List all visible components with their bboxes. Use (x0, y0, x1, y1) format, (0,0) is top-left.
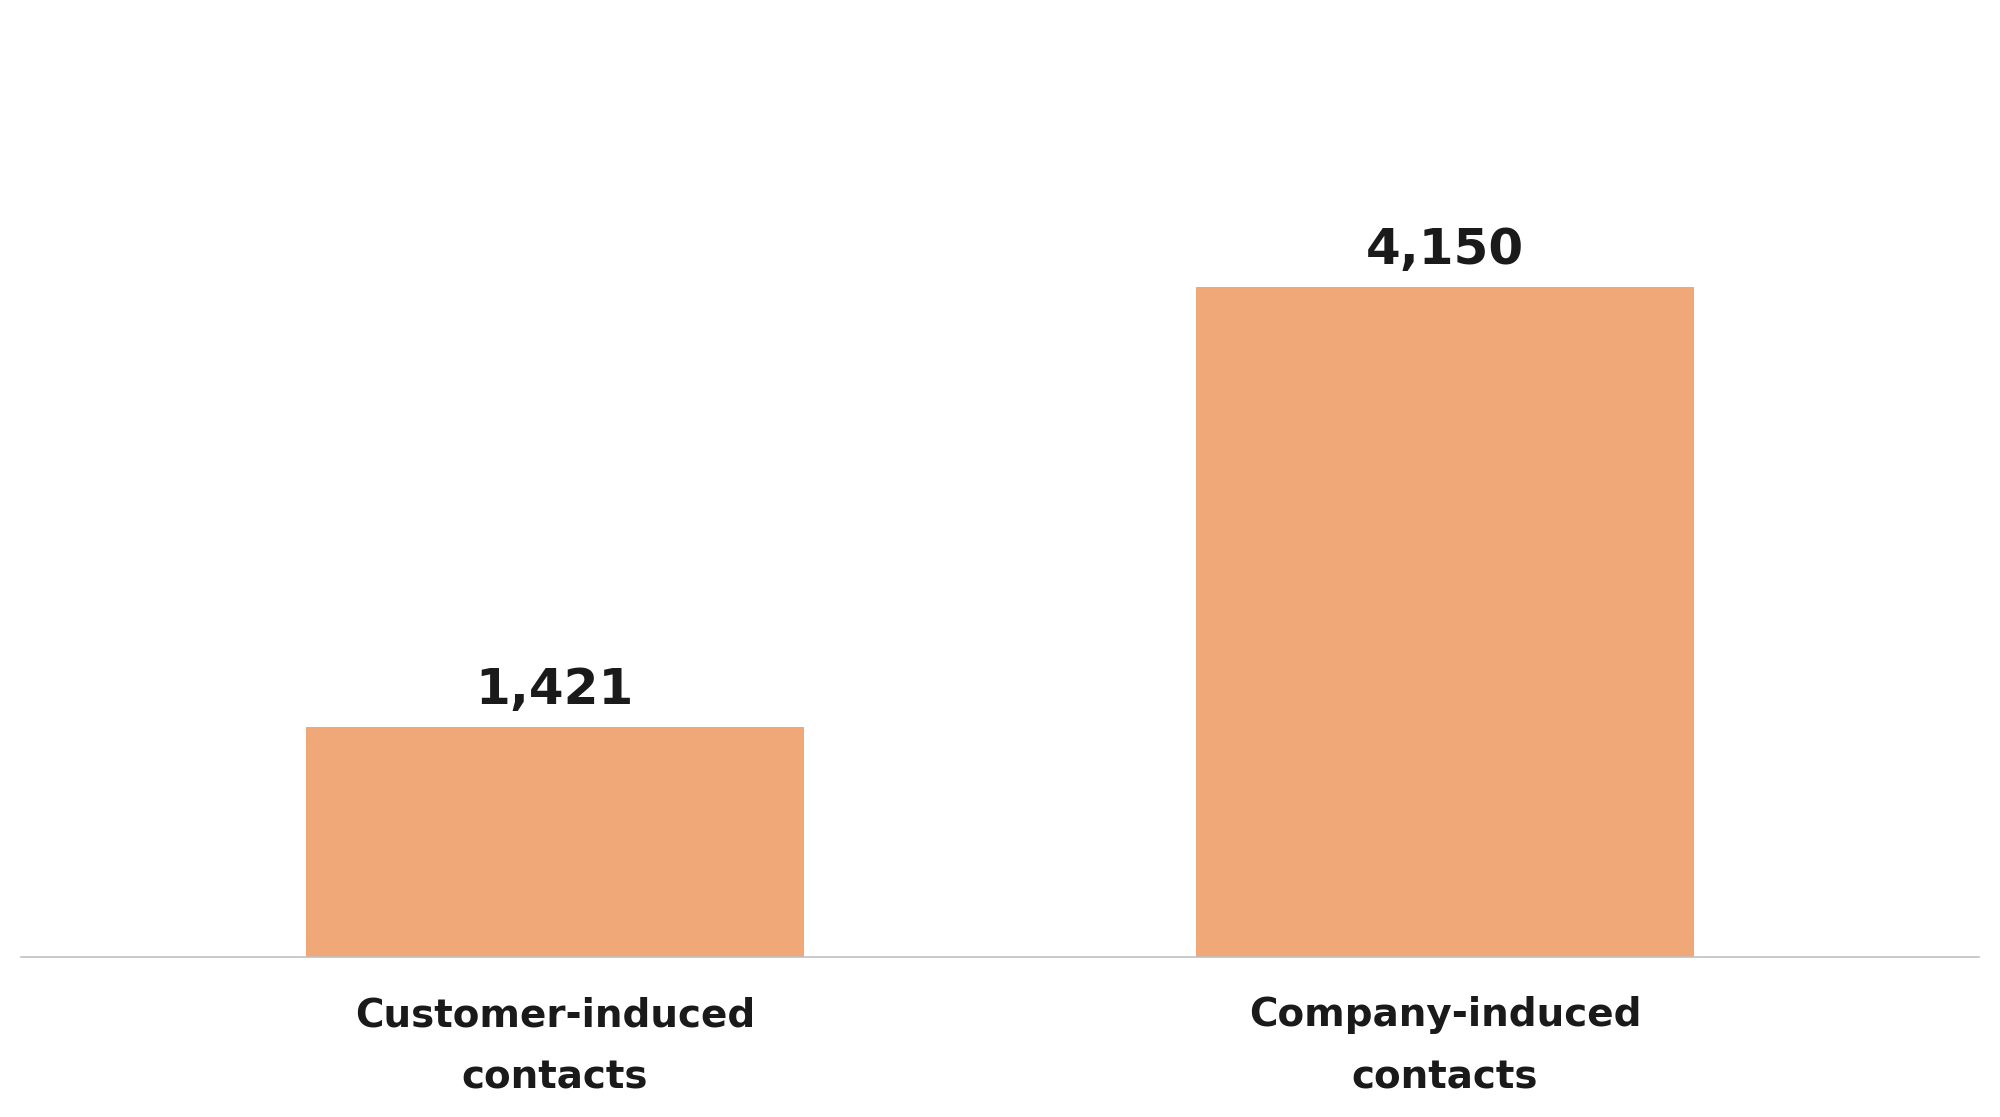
Bar (306, 727, 804, 956)
Text: 4,150: 4,150 (1366, 226, 1524, 274)
Text: 1,421: 1,421 (476, 667, 634, 715)
Bar (1196, 287, 1694, 956)
